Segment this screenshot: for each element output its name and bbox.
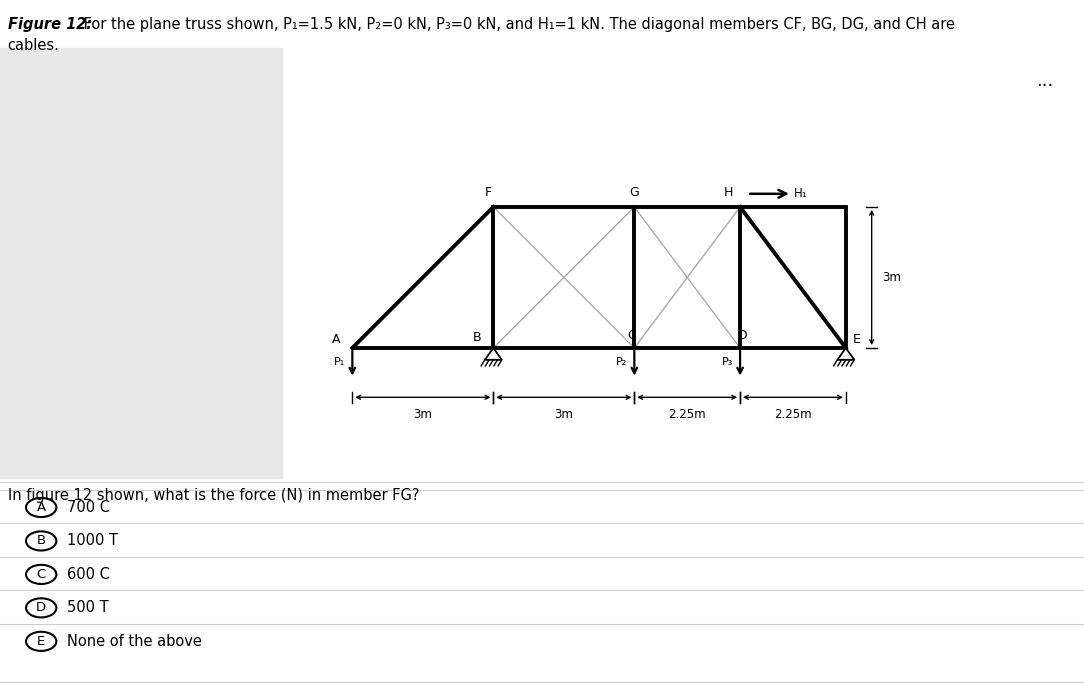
Text: 3m: 3m [882, 271, 901, 284]
Text: 1000 T: 1000 T [67, 533, 118, 548]
Text: A: A [332, 333, 340, 346]
Text: F: F [485, 186, 492, 199]
Text: D: D [36, 601, 47, 615]
Text: A: A [37, 501, 46, 514]
Text: H₁: H₁ [795, 187, 808, 200]
Text: E: E [853, 333, 861, 346]
Text: G: G [630, 186, 640, 199]
Text: P₃: P₃ [722, 357, 733, 367]
Text: None of the above: None of the above [67, 634, 202, 649]
Text: P₁: P₁ [334, 357, 346, 367]
Text: H: H [724, 186, 733, 199]
Text: In figure 12 shown, what is the force (N) in member FG?: In figure 12 shown, what is the force (N… [8, 488, 420, 503]
Text: E: E [37, 635, 46, 648]
Text: C: C [37, 568, 46, 581]
Text: Figure 12:: Figure 12: [8, 17, 92, 32]
Text: P₂: P₂ [616, 357, 628, 367]
Text: 3m: 3m [413, 408, 433, 421]
Text: 2.25m: 2.25m [669, 408, 706, 421]
Text: C: C [628, 329, 636, 342]
Polygon shape [485, 348, 502, 360]
Polygon shape [837, 348, 854, 360]
Text: D: D [737, 329, 747, 342]
Text: B: B [473, 331, 481, 344]
Text: ...: ... [1036, 72, 1054, 89]
Text: 600 C: 600 C [67, 567, 111, 582]
Text: cables.: cables. [8, 38, 60, 53]
Text: For the plane truss shown, P₁=1.5 kN, P₂=0 kN, P₃=0 kN, and H₁=1 kN. The diagona: For the plane truss shown, P₁=1.5 kN, P₂… [79, 17, 955, 32]
Text: 2.25m: 2.25m [774, 408, 812, 421]
Text: 700 C: 700 C [67, 500, 111, 515]
Text: 3m: 3m [554, 408, 573, 421]
Text: 500 T: 500 T [67, 600, 108, 615]
Text: B: B [37, 534, 46, 548]
